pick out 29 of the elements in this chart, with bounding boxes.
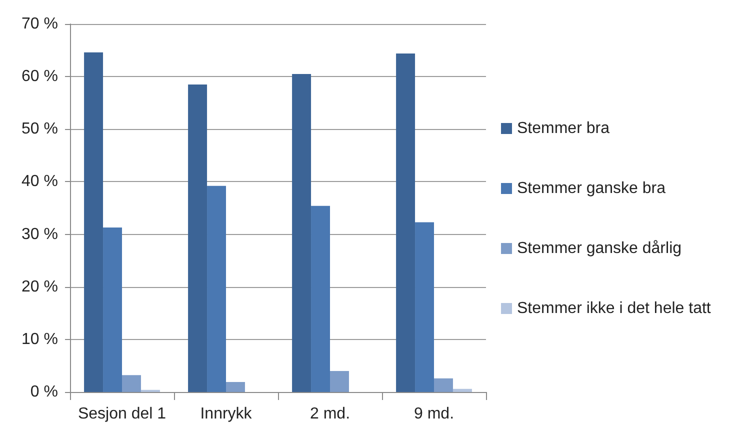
y-tick-label: 50 %: [22, 120, 58, 138]
bar: [396, 53, 416, 392]
bar: [207, 186, 226, 392]
y-tick-label: 70 %: [22, 16, 58, 32]
legend-label: Stemmer ganske dårlig: [517, 240, 682, 257]
y-tick-label: 40 %: [22, 173, 58, 190]
y-tick-label: 30 %: [22, 226, 58, 243]
bar: [434, 378, 453, 392]
bar: [452, 388, 472, 392]
x-tick-label: Sesjon del 1: [78, 406, 166, 422]
legend-label: Stemmer ikke i det hele tatt: [517, 300, 712, 317]
legend-label: Stemmer bra: [517, 120, 610, 137]
x-tick-label: Innrykk: [200, 406, 253, 422]
bar: [292, 74, 312, 392]
bar: [103, 227, 122, 392]
bar: [311, 206, 330, 392]
bar: [330, 370, 349, 392]
bar: [415, 222, 434, 392]
bar: [84, 52, 104, 392]
legend-label: Stemmer ganske bra: [517, 180, 666, 197]
y-tick-label: 10 %: [22, 330, 58, 348]
bar: [122, 375, 141, 392]
y-tick-label: 0 %: [30, 384, 58, 400]
y-tick-label: 60 %: [22, 68, 58, 86]
x-tick-label: 9 md.: [414, 406, 454, 422]
bar: [188, 84, 208, 392]
x-tick-label: 2 md.: [310, 406, 350, 422]
bar: [226, 382, 245, 392]
y-tick-label: 20 %: [22, 278, 58, 296]
